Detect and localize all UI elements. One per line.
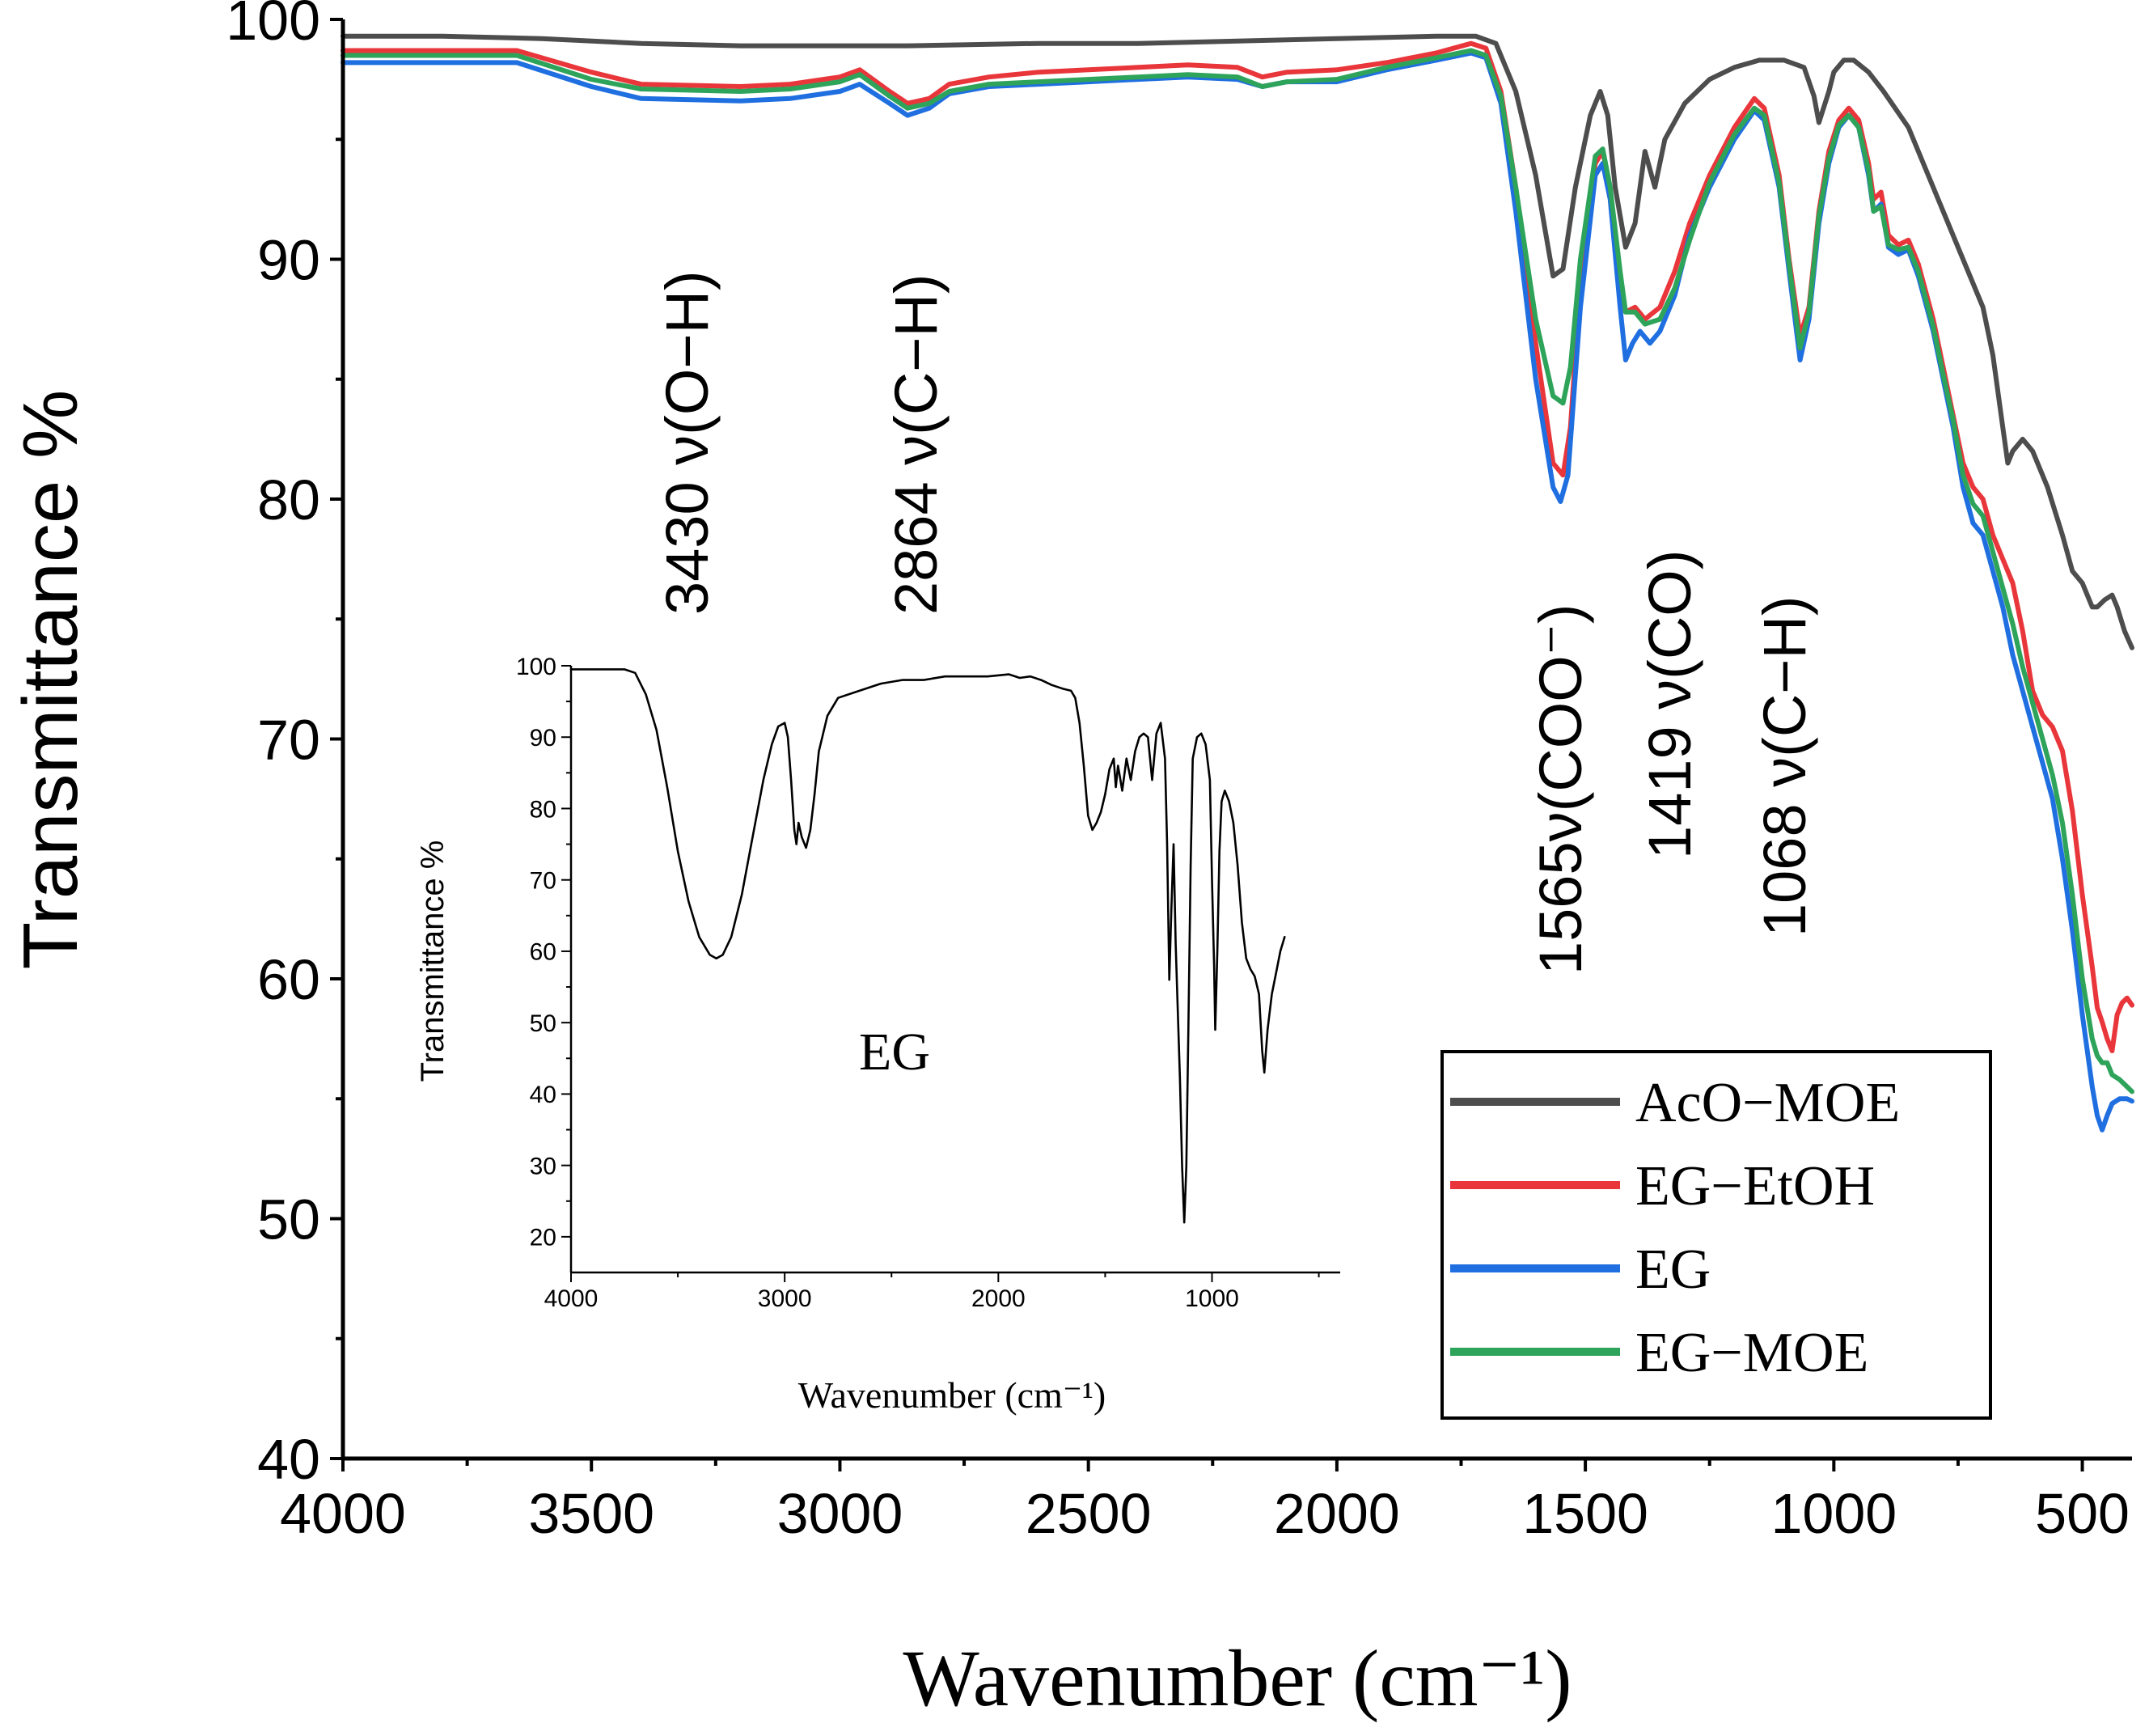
legend-label: EG bbox=[1635, 1238, 1711, 1301]
legend-label: EG−EtOH bbox=[1635, 1155, 1875, 1217]
annotation-1068: 1068 ν(C−H) bbox=[1751, 595, 1818, 937]
main-x-tick-label: 3000 bbox=[777, 1482, 903, 1545]
inset-x-tick-label: 4000 bbox=[544, 1285, 599, 1312]
main-series-eg-etoh bbox=[341, 40, 2134, 1053]
main-x-tick-label: 3500 bbox=[528, 1482, 654, 1545]
inset-y-tick-label: 80 bbox=[530, 796, 556, 823]
main-series-eg-moe bbox=[341, 48, 2134, 1095]
legend-items: AcO−MOE EG−EtOH EG EG−MOE bbox=[1450, 1072, 1900, 1384]
inset-x-tick-label: 1000 bbox=[1185, 1285, 1239, 1312]
inset-x-axis-title: Wavenumber (cm⁻¹) bbox=[798, 1374, 1106, 1416]
inset-y-tick-label: 70 bbox=[530, 868, 556, 895]
inset-y-tick-label: 90 bbox=[530, 725, 556, 752]
annotation-1419: 1419 ν(CO) bbox=[1636, 550, 1703, 859]
peak-annotations: 3430 ν(O−H) 2864 ν(C−H) 1565ν(COO⁻) 1419… bbox=[654, 270, 1818, 975]
main-series-aco-moe bbox=[341, 33, 2134, 650]
inset-axes: 4000 3000 2000 1000 20 30 40 50 60 70 80 90 100 bbox=[516, 654, 1340, 1312]
inset-y-axis-title: Transmittance % bbox=[415, 840, 451, 1082]
main-y-tick-label: 60 bbox=[257, 948, 320, 1011]
main-y-tick-label: 80 bbox=[257, 468, 320, 531]
inset-panel-label: EG bbox=[859, 1023, 930, 1082]
legend-label: AcO−MOE bbox=[1635, 1072, 1900, 1134]
annotation-3430: 3430 ν(O−H) bbox=[654, 270, 721, 615]
legend-frame bbox=[1440, 1050, 1992, 1420]
main-x-tick-label: 4000 bbox=[280, 1482, 406, 1545]
inset-x-tick-label: 3000 bbox=[758, 1285, 812, 1312]
inset-series-group bbox=[569, 668, 1286, 1224]
main-x-tick-label: 2000 bbox=[1274, 1482, 1400, 1545]
main-chart: 3430 ν(O−H) 2864 ν(C−H) 1565ν(COO⁻) 1419… bbox=[7, 0, 2134, 1723]
annotation-2864: 2864 ν(C−H) bbox=[882, 273, 950, 615]
legend: AcO−MOE EG−EtOH EG EG−MOE bbox=[1440, 1050, 1992, 1420]
inset-y-tick-label: 20 bbox=[530, 1225, 556, 1251]
main-axes: 4000 3500 3000 2500 2000 1500 1000 500 40 50 60 70 8… bbox=[226, 0, 2132, 1545]
inset-series-eg bbox=[569, 668, 1286, 1224]
main-y-tick-label: 40 bbox=[257, 1428, 320, 1491]
main-y-tick-label: 90 bbox=[257, 229, 320, 292]
main-x-tick-label: 1500 bbox=[1522, 1482, 1648, 1545]
inset-y-tick-label: 40 bbox=[530, 1082, 556, 1108]
main-y-axis-title: Transmittance % bbox=[7, 390, 94, 970]
main-y-tick-label: 100 bbox=[226, 0, 320, 52]
main-x-tick-label: 500 bbox=[2035, 1482, 2130, 1545]
main-x-axis-title: Wavenumber (cm⁻¹) bbox=[903, 1633, 1572, 1723]
inset-chart: 4000 3000 2000 1000 20 30 40 50 60 70 80 90 100 EG T… bbox=[415, 654, 1340, 1416]
main-series-eg bbox=[341, 50, 2134, 1133]
main-x-tick-label: 2500 bbox=[1026, 1482, 1152, 1545]
annotation-1565: 1565ν(COO⁻) bbox=[1527, 603, 1594, 975]
inset-y-tick-label: 30 bbox=[530, 1153, 556, 1179]
inset-y-tick-label: 50 bbox=[530, 1010, 556, 1037]
inset-y-tick-label: 100 bbox=[516, 654, 556, 680]
inset-y-tick-label: 60 bbox=[530, 939, 556, 966]
main-series-group bbox=[341, 33, 2134, 1133]
legend-label: EG−MOE bbox=[1635, 1322, 1868, 1384]
main-y-tick-label: 70 bbox=[257, 709, 320, 772]
main-y-tick-label: 50 bbox=[257, 1188, 320, 1251]
inset-x-tick-label: 2000 bbox=[971, 1285, 1026, 1312]
main-x-tick-label: 1000 bbox=[1770, 1482, 1897, 1545]
